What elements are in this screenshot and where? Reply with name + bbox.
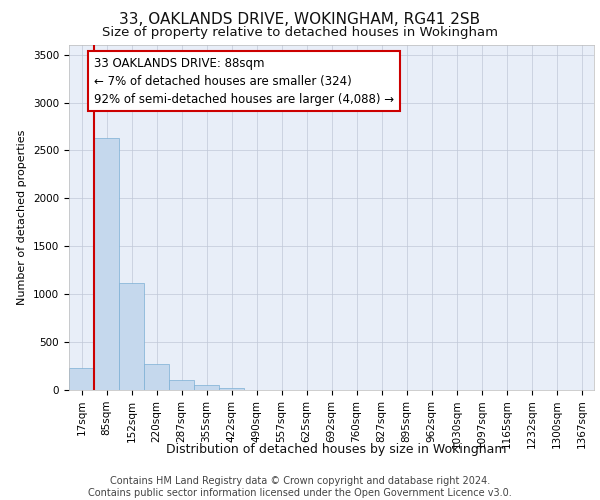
Y-axis label: Number of detached properties: Number of detached properties <box>17 130 28 305</box>
Bar <box>119 282 144 390</box>
Text: Contains HM Land Registry data © Crown copyright and database right 2024.
Contai: Contains HM Land Registry data © Crown c… <box>88 476 512 498</box>
Text: 33 OAKLANDS DRIVE: 88sqm
← 7% of detached houses are smaller (324)
92% of semi-d: 33 OAKLANDS DRIVE: 88sqm ← 7% of detache… <box>94 56 394 106</box>
Text: Size of property relative to detached houses in Wokingham: Size of property relative to detached ho… <box>102 26 498 39</box>
Bar <box>169 380 194 390</box>
Bar <box>194 385 219 390</box>
Bar <box>94 138 119 390</box>
Bar <box>144 364 169 390</box>
Text: Distribution of detached houses by size in Wokingham: Distribution of detached houses by size … <box>166 442 506 456</box>
Text: 33, OAKLANDS DRIVE, WOKINGHAM, RG41 2SB: 33, OAKLANDS DRIVE, WOKINGHAM, RG41 2SB <box>119 12 481 28</box>
Bar <box>69 368 94 390</box>
Bar <box>219 388 244 390</box>
